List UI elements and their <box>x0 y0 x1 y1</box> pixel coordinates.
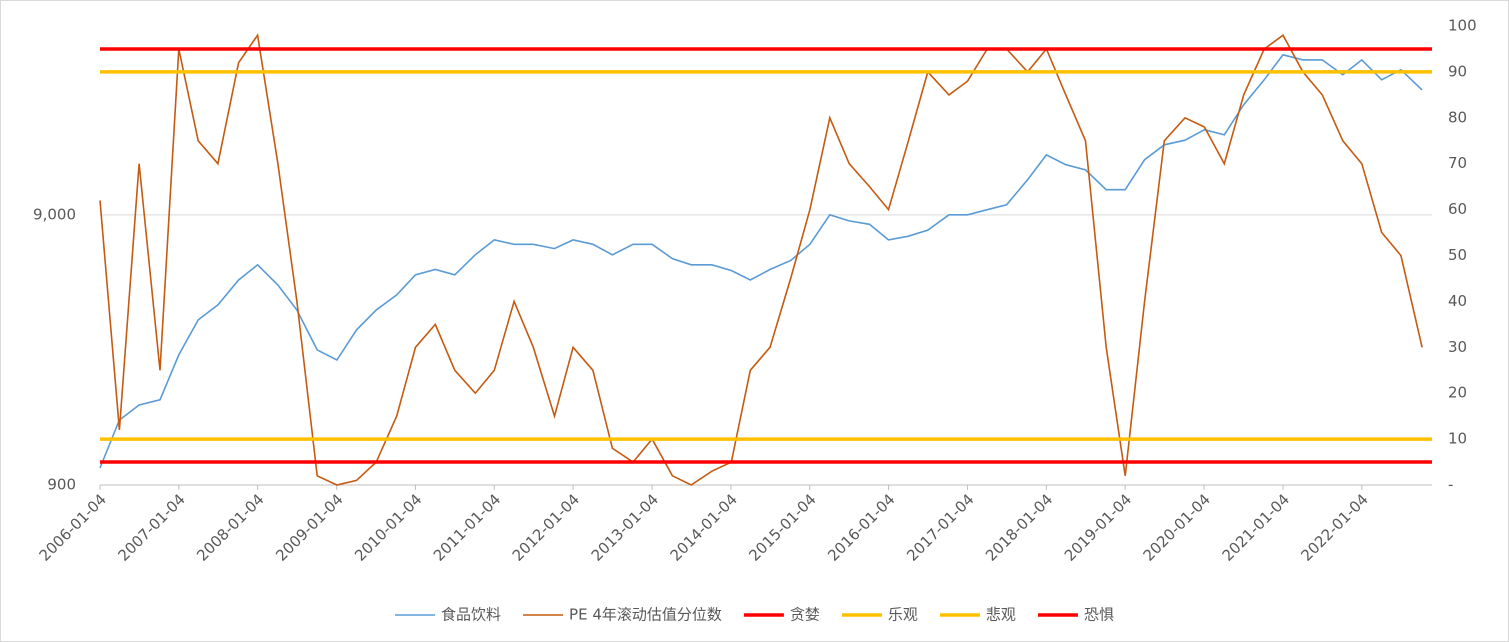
y2-tick-label: 100 <box>1448 17 1477 35</box>
legend-label: 乐观 <box>888 606 918 624</box>
y2-tick-label: 40 <box>1448 292 1467 310</box>
y2-tick-label: 80 <box>1448 108 1467 126</box>
legend-label: 悲观 <box>986 606 1016 624</box>
series-line <box>99 53 1423 469</box>
legend-label: 恐惧 <box>1084 606 1114 624</box>
y2-tick-label: 90 <box>1448 62 1467 80</box>
y2-tick-label: 10 <box>1448 430 1467 448</box>
legend-label: 食品饮料 <box>441 606 501 624</box>
y-tick-label: 9,000 <box>33 205 76 223</box>
legend-label: 贪婪 <box>790 606 820 624</box>
series-line <box>99 33 1423 486</box>
y2-tick-label: 60 <box>1448 200 1467 218</box>
y2-tick-label: 20 <box>1448 384 1467 402</box>
y2-tick-label: - <box>1448 476 1453 494</box>
y-tick-label: 900 <box>47 476 76 494</box>
y2-tick-label: 70 <box>1448 154 1467 172</box>
y2-tick-label: 50 <box>1448 246 1467 264</box>
legend-label: PE 4年滚动估值分位数 <box>569 606 722 624</box>
y2-tick-label: 30 <box>1448 338 1467 356</box>
